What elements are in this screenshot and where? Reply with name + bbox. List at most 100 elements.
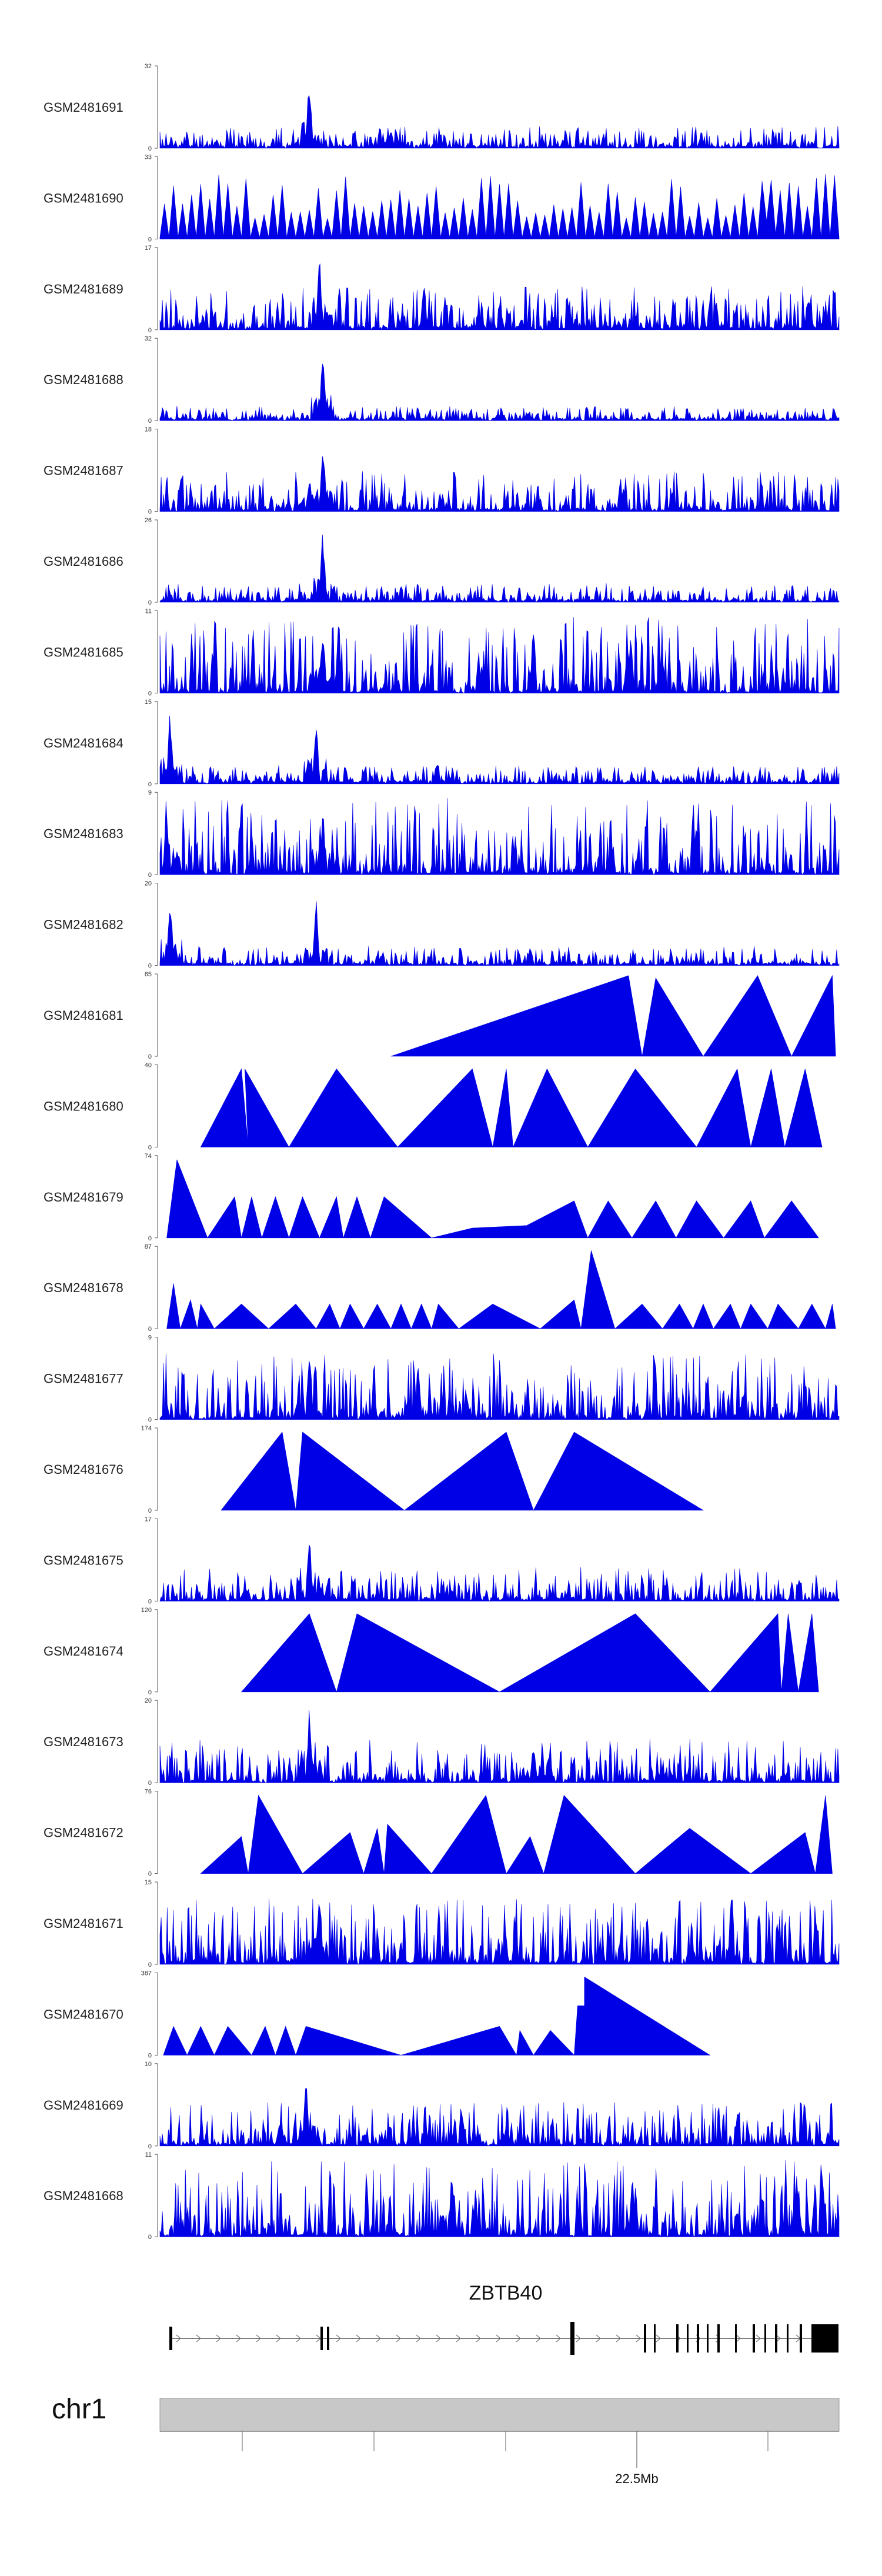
track-label: GSM2481673 [44,1734,123,1749]
exon [697,2324,699,2353]
exon [707,2324,709,2353]
y-max-label: 20 [145,1697,152,1704]
y-min-label: 0 [148,1780,152,1787]
signal-area [159,1898,840,1965]
strand-arrow [636,2334,641,2343]
y-max-label: 32 [145,63,152,70]
strand-arrow [216,2334,221,2343]
y-min-label: 0 [148,599,152,606]
track-GSM2481670: GSM2481670 387 0 [44,1970,711,2059]
signal-area [159,263,840,331]
exon [753,2324,755,2353]
strand-arrow [376,2334,381,2343]
strand-arrow [296,2334,301,2343]
track-GSM2481680: GSM2481680 40 0 [44,1062,823,1151]
y-max-label: 10 [145,2061,152,2068]
signal-area [166,1250,836,1330]
signal-tracks: GSM2481691320GSM2481690330GSM2481689170G… [44,63,840,2241]
track-GSM2481671: GSM2481671 15 0 [44,1879,840,1968]
track-label: GSM2481685 [44,645,123,659]
track-label: GSM2481680 [44,1099,123,1113]
strand-arrow [616,2334,621,2343]
track-GSM2481681: GSM2481681 65 0 [44,971,836,1060]
gene-track: ZBTB40 [169,2282,838,2355]
track-GSM2481687: GSM2481687 18 0 [44,426,840,516]
y-min-label: 0 [148,1961,152,1968]
exon [327,2327,329,2350]
y-max-label: 174 [141,1425,152,1432]
y-min-label: 0 [148,1417,152,1424]
y-min-label: 0 [148,1326,152,1333]
track-label: GSM2481684 [44,736,123,750]
signal-area [200,1794,833,1874]
axis-tick-label: 22.5Mb [615,2471,658,2486]
track-label: GSM2481675 [44,1553,123,1567]
track-label: GSM2481683 [44,826,123,841]
track-label: GSM2481679 [44,1190,123,1204]
track-GSM2481674: GSM2481674 120 0 [44,1607,819,1696]
y-min-label: 0 [148,2143,152,2150]
signal-area [220,1432,704,1511]
y-min-label: 0 [148,327,152,334]
y-max-label: 17 [145,1516,152,1523]
signal-area [159,901,840,966]
track-GSM2481676: GSM2481676 174 0 [44,1425,704,1514]
y-min-label: 0 [148,1053,152,1060]
signal-area [159,174,840,239]
strand-arrow [596,2334,601,2343]
exon [320,2327,323,2350]
genome-axis: 22.5Mb [160,2431,839,2486]
strand-arrow [396,2334,401,2343]
y-min-label: 0 [148,236,152,243]
y-min-label: 0 [148,781,152,788]
y-min-label: 0 [148,2234,152,2241]
track-GSM2481678: GSM2481678 87 0 [44,1243,836,1333]
strand-arrow [276,2334,281,2343]
y-max-label: 387 [141,1970,152,1977]
track-GSM2481690: GSM2481690 33 0 [44,154,840,243]
y-max-label: 11 [145,2151,152,2158]
exon [775,2324,777,2353]
strand-arrow [516,2334,521,2343]
strand-arrow [476,2334,481,2343]
track-GSM2481675: GSM2481675 17 0 [44,1516,840,1605]
exon [787,2324,789,2353]
signal-area [159,617,840,694]
strand-arrow [576,2334,581,2343]
y-max-label: 26 [145,517,152,524]
track-label: GSM2481688 [44,372,123,387]
track-GSM2481684: GSM2481684 15 0 [44,699,840,788]
exon [687,2324,689,2353]
exon [654,2324,656,2353]
track-GSM2481682: GSM2481682 20 0 [44,880,840,970]
strand-arrow [236,2334,241,2343]
signal-area [159,1710,840,1784]
track-label: GSM2481681 [44,1008,123,1023]
track-label: GSM2481672 [44,1826,123,1840]
exon [764,2324,766,2353]
strand-arrow [256,2334,261,2343]
track-label: GSM2481669 [44,2098,123,2113]
strand-arrow [496,2334,501,2343]
y-max-label: 120 [141,1607,152,1614]
signal-area [390,975,836,1057]
gene-label: ZBTB40 [469,2282,543,2304]
track-label: GSM2481689 [44,282,123,296]
y-max-label: 9 [148,789,152,796]
strand-arrow [356,2334,361,2343]
y-max-label: 65 [145,971,152,978]
strand-arrow [416,2334,421,2343]
y-max-label: 87 [145,1243,152,1250]
exon-utr [811,2324,838,2353]
y-max-label: 76 [145,1788,152,1796]
y-min-label: 0 [148,1689,152,1696]
track-label: GSM2481674 [44,1644,123,1659]
y-min-label: 0 [148,1507,152,1514]
y-max-label: 17 [145,245,152,252]
strand-arrow [736,2334,741,2343]
track-GSM2481679: GSM2481679 74 0 [44,1153,819,1242]
track-GSM2481688: GSM2481688 32 0 [44,335,840,425]
y-max-label: 32 [145,335,152,342]
track-GSM2481673: GSM2481673 20 0 [44,1697,840,1787]
